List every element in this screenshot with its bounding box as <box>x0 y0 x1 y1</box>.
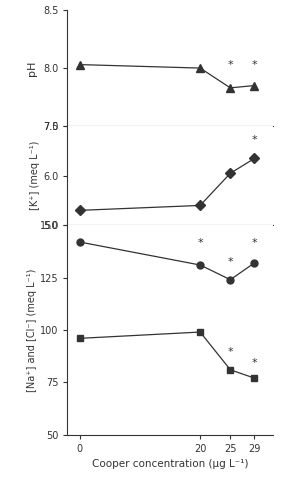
Text: *: * <box>252 135 257 145</box>
Text: *: * <box>228 257 233 267</box>
Text: *: * <box>197 238 203 248</box>
X-axis label: Cooper concentration (μg L⁻¹): Cooper concentration (μg L⁻¹) <box>92 459 248 469</box>
Text: *: * <box>252 358 257 368</box>
Text: *: * <box>228 60 233 71</box>
Y-axis label: [Na⁺] and [Cl⁻] (meq L⁻¹): [Na⁺] and [Cl⁻] (meq L⁻¹) <box>27 268 37 392</box>
Text: *: * <box>228 347 233 357</box>
Text: *: * <box>252 238 257 248</box>
Text: *: * <box>252 60 257 71</box>
Y-axis label: pH: pH <box>27 60 37 76</box>
Y-axis label: [K⁺] (meq L⁻¹): [K⁺] (meq L⁻¹) <box>30 141 40 210</box>
